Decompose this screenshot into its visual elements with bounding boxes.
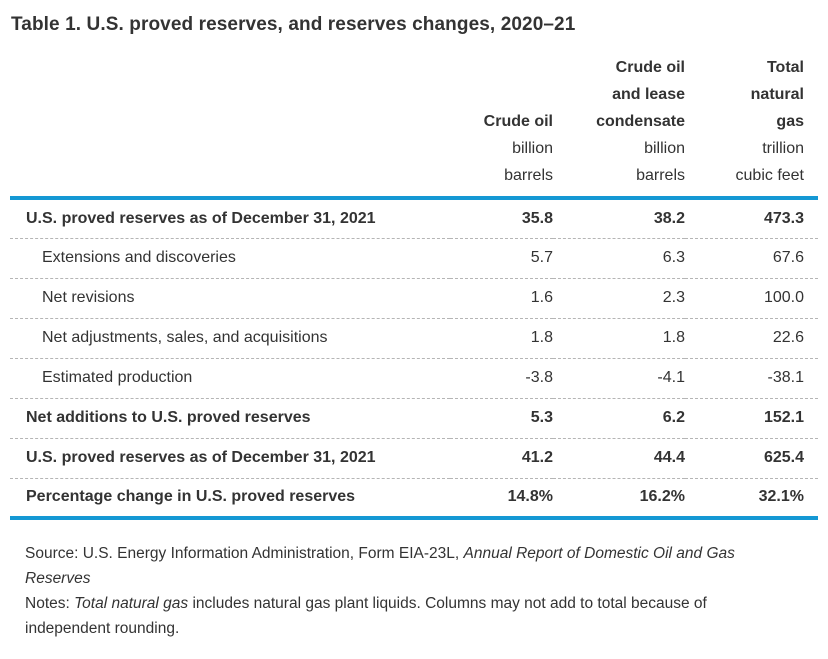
header-empty-cell: [10, 46, 450, 200]
row-label: Net revisions: [10, 278, 450, 319]
cell-value: 6.2: [553, 398, 685, 439]
table-row: Net additions to U.S. proved reserves 5.…: [10, 398, 818, 439]
table-row: Net adjustments, sales, and acquisitions…: [10, 318, 818, 359]
reserves-table: Crude oil billion barrels Crude oil and …: [10, 46, 818, 520]
row-label: U.S. proved reserves as of December 31, …: [10, 198, 450, 239]
table-row: Estimated production -3.8 -4.1 -38.1: [10, 358, 818, 399]
table-title: Table 1. U.S. proved reserves, and reser…: [11, 14, 576, 35]
table-row: Extensions and discoveries 5.7 6.3 67.6: [10, 238, 818, 279]
cell-value: 625.4: [685, 438, 818, 479]
row-label: Net adjustments, sales, and acquisitions: [10, 318, 450, 359]
row-label: Estimated production: [10, 358, 450, 399]
column-name: Total natural gas: [750, 59, 804, 130]
cell-value: 16.2%: [553, 478, 685, 520]
cell-value: 14.8%: [450, 478, 553, 520]
cell-value: -38.1: [685, 358, 818, 399]
row-label: Net additions to U.S. proved reserves: [10, 398, 450, 439]
notes-text: Notes:: [25, 595, 75, 612]
cell-value: -4.1: [553, 358, 685, 399]
source-note-italic: Annual Report of Domestic Oil and Gas Re…: [25, 545, 735, 587]
source-note-text: Source: U.S. Energy Information Administ…: [25, 545, 464, 562]
cell-value: 44.4: [553, 438, 685, 479]
cell-value: 22.6: [685, 318, 818, 359]
column-units: billion barrels: [504, 140, 553, 184]
source-note: Source: U.S. Energy Information Administ…: [25, 541, 793, 591]
cell-value: 1.8: [450, 318, 553, 359]
table-body: U.S. proved reserves as of December 31, …: [10, 198, 818, 520]
cell-value: 6.3: [553, 238, 685, 279]
cell-value: 152.1: [685, 398, 818, 439]
header-total-natural-gas: Total natural gas trillion cubic feet: [685, 46, 818, 200]
cell-value: 5.7: [450, 238, 553, 279]
cell-value: 35.8: [450, 198, 553, 239]
cell-value: 473.3: [685, 198, 818, 239]
cell-value: 41.2: [450, 438, 553, 479]
table-row: Percentage change in U.S. proved reserve…: [10, 478, 818, 520]
row-label: U.S. proved reserves as of December 31, …: [10, 438, 450, 479]
column-name: Crude oil and lease condensate: [596, 59, 685, 130]
notes-line: Notes: Total natural gas includes natura…: [25, 591, 793, 641]
cell-value: 1.6: [450, 278, 553, 319]
header-row: Crude oil billion barrels Crude oil and …: [10, 46, 818, 200]
table-footnotes: Source: U.S. Energy Information Administ…: [25, 541, 793, 641]
cell-value: 5.3: [450, 398, 553, 439]
row-label: Percentage change in U.S. proved reserve…: [10, 478, 450, 520]
table-row: Net revisions 1.6 2.3 100.0: [10, 278, 818, 319]
cell-value: 100.0: [685, 278, 818, 319]
column-units: billion barrels: [636, 140, 685, 184]
table-row: U.S. proved reserves as of December 31, …: [10, 438, 818, 479]
table-header: Crude oil billion barrels Crude oil and …: [10, 46, 818, 200]
cell-value: 2.3: [553, 278, 685, 319]
row-label: Extensions and discoveries: [10, 238, 450, 279]
cell-value: 32.1%: [685, 478, 818, 520]
notes-italic: Total natural gas: [74, 595, 189, 612]
cell-value: 38.2: [553, 198, 685, 239]
notes-text-suffix: includes natural gas plant liquids. Colu…: [25, 595, 707, 637]
header-crude-oil: Crude oil billion barrels: [450, 46, 553, 200]
cell-value: -3.8: [450, 358, 553, 399]
table-row: U.S. proved reserves as of December 31, …: [10, 198, 818, 239]
cell-value: 67.6: [685, 238, 818, 279]
column-name: Crude oil: [483, 113, 553, 130]
header-crude-oil-lease-condensate: Crude oil and lease condensate billion b…: [553, 46, 685, 200]
cell-value: 1.8: [553, 318, 685, 359]
column-units: trillion cubic feet: [735, 140, 804, 184]
